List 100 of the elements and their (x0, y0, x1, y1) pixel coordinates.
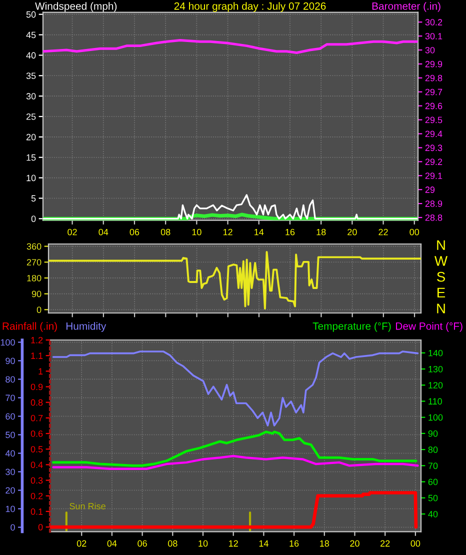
y-tick-label: 60 (6, 413, 15, 420)
y2-tick-label: 140 (428, 350, 443, 356)
x-tick-label: 06 (138, 540, 147, 547)
y-tick-label: 35 (26, 72, 36, 79)
y-tick-label: 50 (6, 432, 15, 438)
y-tick-label: 10 (6, 506, 15, 512)
y2-tick-label: 28.9 (425, 200, 442, 207)
y-tick-label: 5 (31, 195, 36, 202)
y3-tick-label: 0.8 (30, 399, 43, 406)
y2-tick-label: 29.5 (425, 116, 442, 124)
y2-tick-label: 120 (428, 382, 443, 388)
text: S (437, 272, 445, 282)
x-tick-label: 08 (168, 540, 178, 547)
y-tick-label: 50 (26, 11, 36, 18)
text: Windspeed (mph) (35, 2, 117, 12)
x-tick-label: 18 (320, 540, 330, 547)
y-tick-label: 80 (6, 376, 15, 383)
y2-tick-label: 29.7 (425, 88, 442, 96)
text: Temperature (°F) (312, 322, 391, 332)
y-tick-label: 0 (31, 216, 36, 222)
y-tick-label: 30 (26, 93, 36, 100)
x-tick-label: 14 (254, 228, 264, 236)
y3-tick-label: 0.4 (30, 462, 43, 468)
y3-tick-label: 0.5 (30, 446, 43, 452)
x-tick-label: 02 (76, 540, 86, 547)
x-tick-label: 22 (378, 228, 388, 236)
x-tick-label: 20 (348, 228, 357, 236)
y2-tick-label: 29.2 (425, 158, 442, 166)
y3-tick-label: 1 (38, 368, 43, 374)
y2-tick-label: 29.6 (425, 102, 442, 110)
y2-tick-label: 110 (428, 398, 442, 405)
y-tick-label: 90 (32, 290, 42, 298)
x-tick-label: 16 (290, 540, 299, 547)
text: N (437, 304, 445, 314)
y2-tick-label: 29.3 (425, 144, 442, 152)
y-tick-label: 0 (36, 306, 42, 314)
y2-tick-label: 29.1 (425, 172, 442, 179)
y-tick-label: 15 (26, 154, 36, 161)
text: W (434, 256, 448, 266)
y-tick-label: 0 (10, 524, 15, 531)
y-tick-label: 25 (26, 113, 36, 120)
y-tick-label: 20 (6, 487, 15, 494)
y2-tick-label: 29.8 (425, 74, 442, 82)
y-tick-label: 20 (26, 134, 36, 140)
y2-tick-label: 50 (428, 494, 438, 502)
text: Dew Point (°F) (396, 322, 462, 332)
y3-tick-label: 0.3 (30, 477, 43, 484)
y3-tick-label: 1.1 (31, 352, 43, 359)
x-tick-label: 10 (198, 540, 208, 547)
x-tick-label: 18 (316, 228, 326, 236)
x-tick-label: 04 (98, 228, 108, 236)
y2-tick-label: 70 (428, 462, 438, 470)
y2-tick-label: 80 (428, 446, 438, 453)
x-tick-label: 12 (229, 540, 238, 547)
text: Humidity (66, 322, 106, 332)
y3-tick-label: 1.2 (31, 336, 43, 344)
y2-tick-label: 40 (428, 510, 438, 518)
ref-line-label: Sun Rise (70, 502, 106, 510)
x-tick-label: 10 (192, 228, 202, 236)
y2-tick-label: 29 (425, 186, 435, 193)
text: E (438, 288, 446, 298)
x-tick-label: 08 (160, 228, 170, 236)
y-tick-label: 360 (26, 243, 42, 250)
y2-tick-label: 28.8 (425, 214, 442, 221)
text: Rainfall (.in) (2, 322, 57, 332)
y-tick-label: 30 (6, 468, 15, 476)
y-tick-label: 40 (5, 450, 15, 457)
y2-tick-label: 29.4 (425, 130, 442, 138)
x-tick-label: 14 (259, 540, 268, 547)
y-tick-label: 180 (27, 274, 42, 282)
y-tick-label: 40 (26, 52, 36, 59)
y2-tick-label: 30.2 (425, 19, 442, 26)
x-tick-label: 12 (223, 228, 232, 236)
x-tick-label: 20 (350, 540, 360, 547)
y-tick-label: 90 (6, 358, 15, 364)
y2-tick-label: 60 (428, 478, 438, 486)
y2-tick-label: 100 (428, 414, 443, 421)
y-tick-label: 270 (26, 259, 42, 266)
y-tick-label: 45 (26, 32, 36, 38)
x-tick-label: 04 (107, 540, 117, 547)
y3-tick-label: 0.2 (30, 492, 43, 500)
x-tick-label: 02 (68, 228, 77, 236)
y3-tick-label: 0.9 (30, 384, 43, 390)
y2-tick-label: 30.1 (425, 33, 442, 40)
y-tick-label: 100 (0, 339, 15, 346)
y2-tick-label: 30 (425, 46, 435, 54)
text: Barometer (.in) (372, 2, 440, 12)
x-tick-label: 00 (410, 228, 420, 236)
y-tick-label: 10 (26, 174, 36, 182)
x-tick-label: 00 (410, 540, 420, 547)
y3-tick-label: 0.1 (30, 508, 43, 515)
x-tick-label: 06 (130, 228, 140, 236)
text: N (437, 240, 445, 250)
chart-title: 24 hour graph day : July 07 2026 (174, 2, 326, 12)
x-tick-label: 16 (286, 228, 295, 236)
y3-tick-label: 0.7 (30, 414, 43, 422)
y3-tick-label: 0.6 (30, 430, 43, 437)
y2-tick-label: 90 (428, 430, 438, 437)
y2-tick-label: 130 (428, 366, 443, 372)
y2-tick-label: 29.9 (425, 60, 442, 68)
